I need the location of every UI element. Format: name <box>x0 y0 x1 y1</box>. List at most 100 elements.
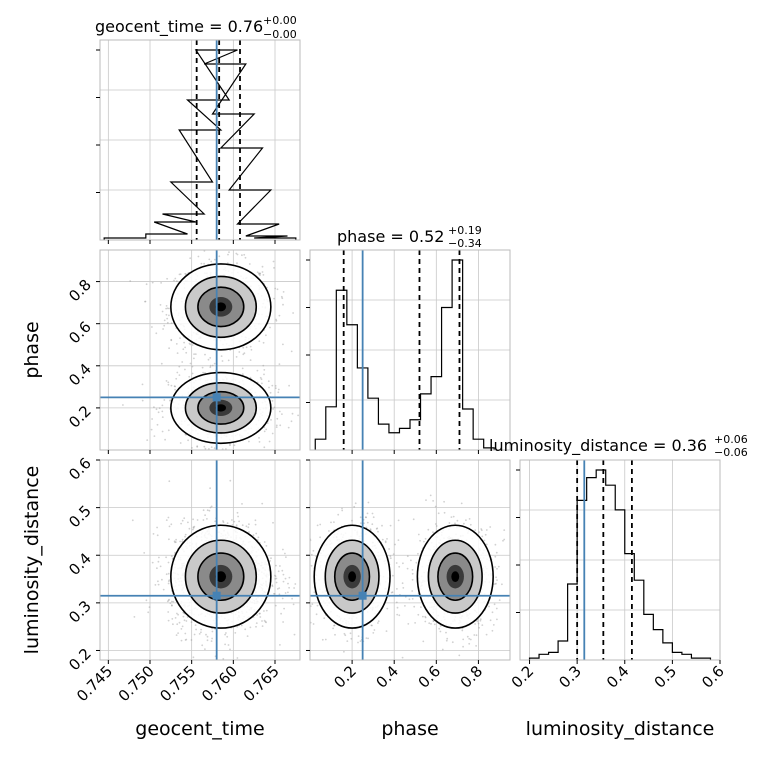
sample-point <box>282 548 284 551</box>
sample-point <box>208 448 210 450</box>
sample-point <box>193 633 196 636</box>
sample-point <box>210 260 213 263</box>
sample-point <box>263 430 266 433</box>
sample-point <box>417 613 420 616</box>
sample-point <box>228 251 230 254</box>
sample-point <box>181 519 184 522</box>
sample-point <box>307 533 309 535</box>
sample-point <box>160 362 163 365</box>
sample-point <box>304 629 306 631</box>
sample-point <box>222 521 225 524</box>
sample-point <box>166 600 169 603</box>
density-contour <box>348 571 357 583</box>
sample-point <box>244 256 247 259</box>
sample-point <box>478 531 481 533</box>
sample-point <box>245 346 248 349</box>
sample-point <box>483 539 486 542</box>
sample-point <box>273 267 275 269</box>
sample-point <box>402 587 405 589</box>
sample-point <box>468 518 471 520</box>
sample-point <box>254 523 257 526</box>
sample-point <box>313 591 316 594</box>
sample-point <box>415 561 418 564</box>
sample-point <box>208 465 210 467</box>
sample-point <box>265 334 267 337</box>
sample-point <box>262 364 265 367</box>
sample-point <box>161 310 164 313</box>
sample-point <box>256 369 259 372</box>
sample-point <box>277 391 280 394</box>
sample-point <box>150 428 153 431</box>
sample-point <box>357 635 360 637</box>
sample-point <box>367 501 370 504</box>
sample-point <box>397 539 400 541</box>
sample-point <box>163 324 166 327</box>
hist-content <box>528 460 712 660</box>
y-tick-label-luminosity_distance: 0.5 <box>65 502 95 532</box>
sample-point <box>278 593 281 596</box>
sample-point <box>474 623 476 625</box>
panel-border <box>99 249 301 451</box>
sample-point <box>184 639 187 641</box>
sample-point <box>193 525 196 528</box>
sample-point <box>496 567 498 570</box>
sample-point <box>225 632 227 634</box>
sample-point <box>256 271 259 274</box>
sample-point <box>277 388 280 391</box>
sample-point <box>494 566 496 568</box>
hist-step-line <box>314 259 495 450</box>
sample-point <box>242 346 245 349</box>
y-tick-label-phase: 0.8 <box>65 276 95 306</box>
sample-point <box>354 502 357 505</box>
sample-point <box>432 531 434 534</box>
sample-point <box>176 371 179 374</box>
sample-point <box>250 348 253 351</box>
sample-point <box>294 583 297 585</box>
sample-point <box>202 371 205 374</box>
sample-point <box>463 522 465 525</box>
sample-point <box>188 342 191 345</box>
sample-point <box>246 635 249 637</box>
sample-point <box>293 587 295 589</box>
sample-point <box>282 291 285 293</box>
sample-point <box>182 615 185 618</box>
sample-point <box>156 423 159 426</box>
sample-point <box>167 572 170 575</box>
sample-point <box>401 656 404 659</box>
sample-point <box>291 412 294 415</box>
sample-point <box>306 572 308 574</box>
sample-point <box>200 262 203 265</box>
sample-point <box>413 605 416 608</box>
sample-point <box>192 526 195 529</box>
sample-point <box>451 641 454 644</box>
sample-point <box>469 638 472 641</box>
sample-point <box>263 619 266 622</box>
sample-point <box>450 516 453 518</box>
sample-point <box>153 435 156 437</box>
sample-point <box>281 569 284 572</box>
sample-point <box>268 386 270 389</box>
title-phase-sup: +0.19 <box>448 224 482 237</box>
sample-point <box>275 577 278 580</box>
sample-point <box>398 614 401 617</box>
x-tick-label-luminosity_distance: 0.6 <box>698 662 728 692</box>
sample-point <box>458 654 461 657</box>
sample-point <box>141 383 144 386</box>
sample-point <box>489 619 492 622</box>
sample-point <box>224 633 227 636</box>
sample-point <box>227 359 230 362</box>
title-phase-sub: −0.34 <box>448 237 482 250</box>
sample-point <box>243 253 246 256</box>
sample-point <box>226 522 229 525</box>
sample-point <box>198 633 201 635</box>
sample-point <box>248 440 250 443</box>
sample-point <box>406 567 409 570</box>
sample-point <box>180 628 183 630</box>
sample-point <box>341 507 343 510</box>
sample-point <box>174 277 177 280</box>
sample-point <box>287 426 290 429</box>
sample-point <box>162 328 165 330</box>
sample-point <box>332 627 334 630</box>
sample-point <box>236 262 238 265</box>
sample-point <box>284 552 286 555</box>
